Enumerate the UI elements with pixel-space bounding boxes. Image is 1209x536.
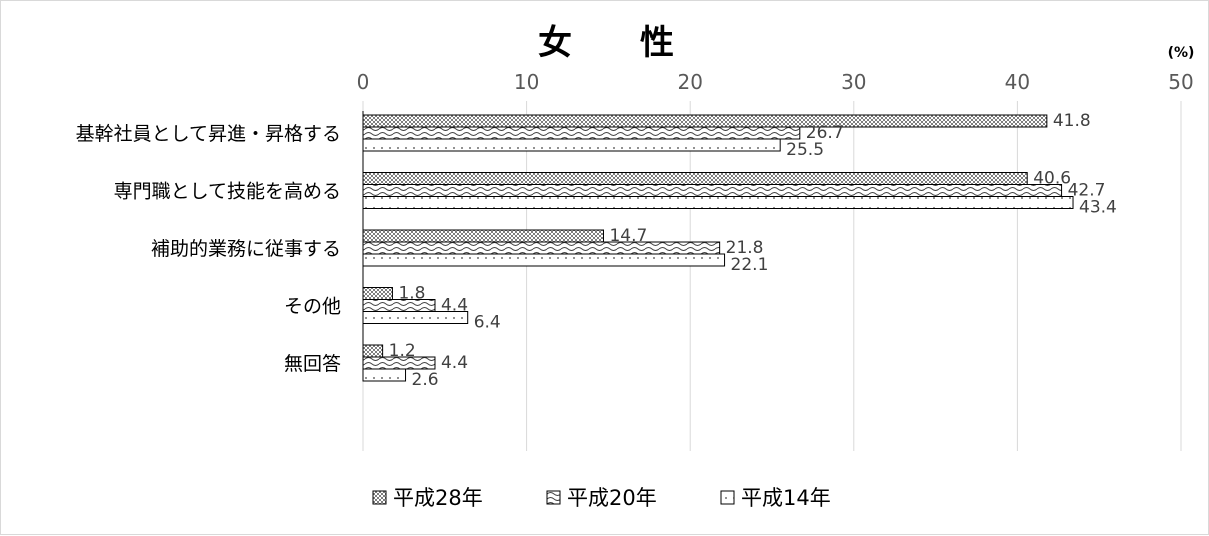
bar <box>362 344 384 358</box>
bar <box>362 253 726 267</box>
bar <box>362 229 604 243</box>
bars <box>362 114 1074 382</box>
x-tick-label: 0 <box>357 70 370 94</box>
data-label: 4.4 <box>441 296 468 316</box>
unit-label: (%) <box>1168 45 1195 61</box>
bar <box>362 126 801 140</box>
data-label: 25.5 <box>786 140 824 160</box>
data-label: 14.7 <box>609 226 647 246</box>
category-label: その他 <box>284 296 341 318</box>
data-labels: 41.8 26.725.5 40.642.743.4 14.7 21.822.1 1.8 4… <box>389 111 1117 390</box>
data-label: 26.7 <box>806 123 844 143</box>
chart-title: 女 性 <box>538 23 674 63</box>
bar <box>362 368 407 382</box>
bar <box>362 138 781 152</box>
bar <box>362 311 469 324</box>
data-label: 2.6 <box>412 370 439 390</box>
data-label: 40.6 <box>1033 169 1071 189</box>
legend-swatch <box>720 490 735 505</box>
x-axis-ticks: 0 10 20 30 40 50 <box>357 70 1194 94</box>
legend-swatch <box>372 490 387 505</box>
data-label: 41.8 <box>1053 111 1091 131</box>
category-labels: 基幹社員として昇進・昇格する専門職として技能を高める補助的業務に従事するその他無… <box>76 123 341 375</box>
bar <box>362 172 1028 185</box>
legend: 平成28年 平成20年 平成14年 <box>372 486 831 510</box>
data-label: 4.4 <box>441 353 468 373</box>
data-label: 21.8 <box>726 238 764 258</box>
x-tick-label: 40 <box>1005 70 1030 94</box>
bar <box>362 241 721 255</box>
gridlines <box>362 101 1182 451</box>
category-label: 基幹社員として昇進・昇格する <box>76 123 341 145</box>
category-label: 専門職として技能を高める <box>114 181 341 203</box>
data-label: 43.4 <box>1079 198 1117 218</box>
data-label: 1.2 <box>389 341 416 361</box>
x-tick-label: 20 <box>677 70 702 94</box>
category-label: 無回答 <box>284 353 341 375</box>
legend-label: 平成20年 <box>567 486 657 510</box>
data-label: 6.4 <box>474 313 501 333</box>
bar <box>362 184 1063 197</box>
data-label: 42.7 <box>1068 181 1106 201</box>
x-tick-label: 30 <box>841 70 866 94</box>
legend-label: 平成28年 <box>393 486 483 510</box>
data-label: 22.1 <box>731 255 769 275</box>
x-tick-label: 50 <box>1168 70 1193 94</box>
legend-label: 平成14年 <box>741 486 831 510</box>
bar <box>362 287 393 300</box>
legend-swatch <box>546 490 561 505</box>
data-label: 1.8 <box>398 284 425 304</box>
x-tick-label: 10 <box>514 70 539 94</box>
category-label: 補助的業務に従事する <box>151 238 341 260</box>
bar <box>362 196 1074 209</box>
bar <box>362 114 1048 128</box>
